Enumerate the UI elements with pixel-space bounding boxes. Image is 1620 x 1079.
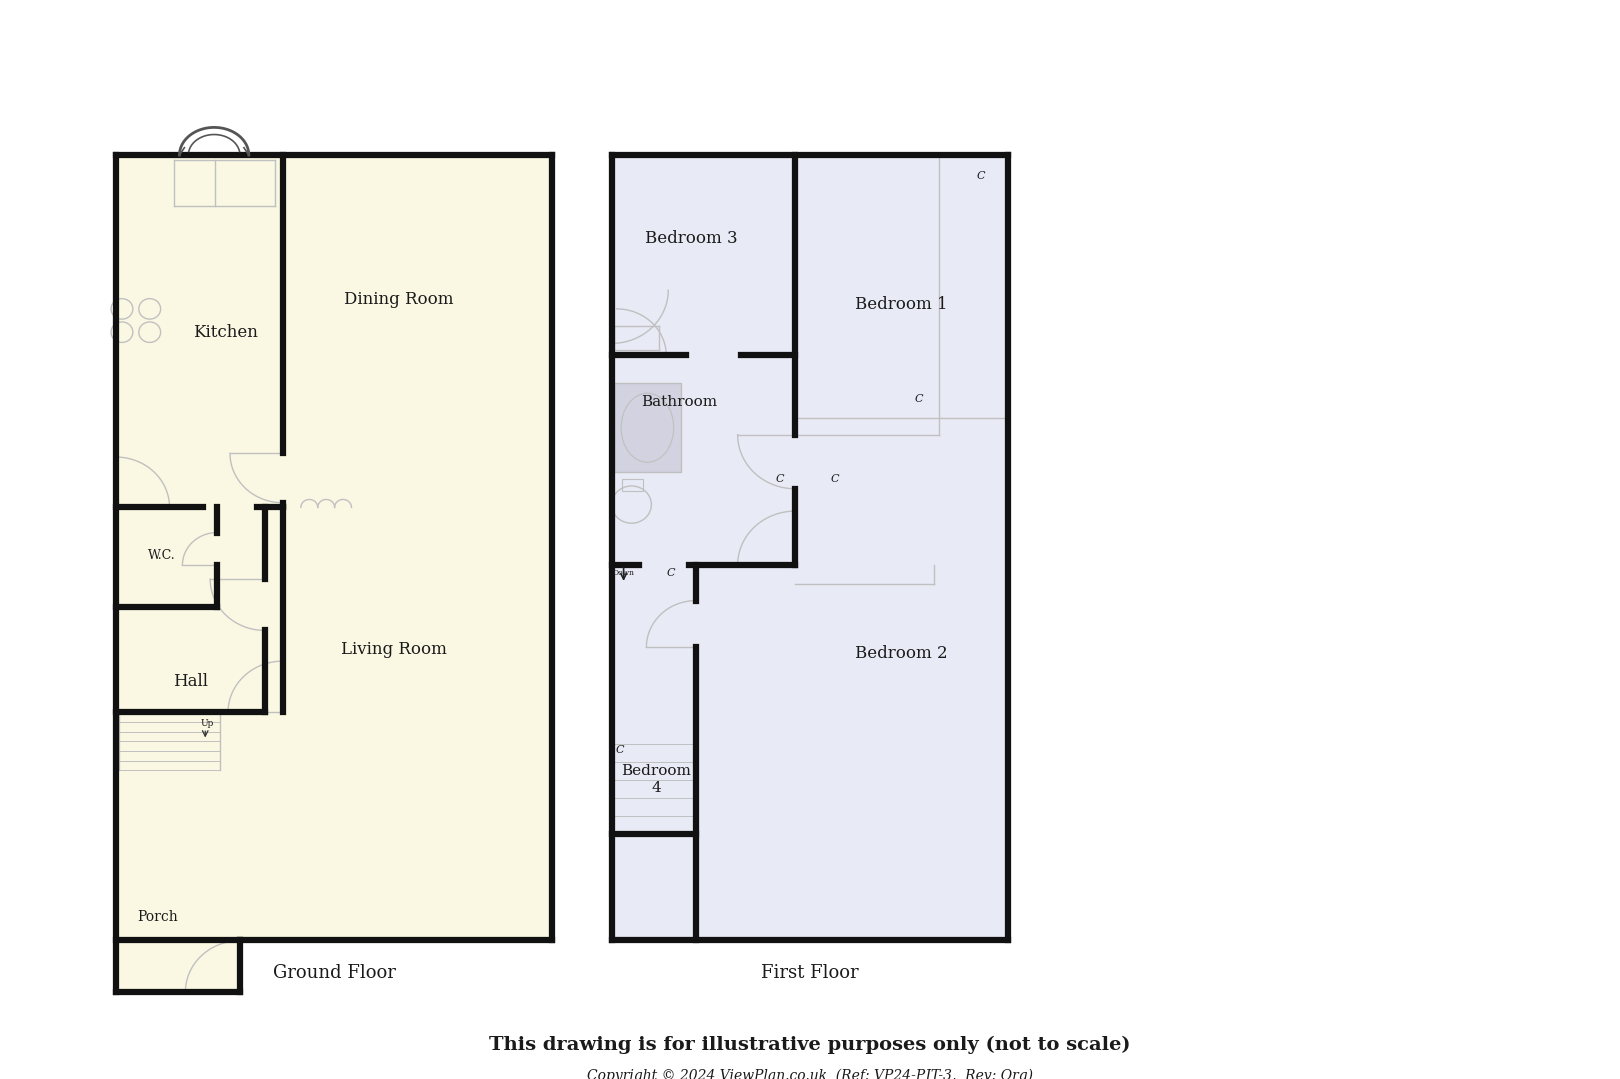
Bar — [117, 940, 240, 992]
Text: C: C — [977, 170, 985, 180]
Text: Down: Down — [612, 569, 635, 576]
Bar — [612, 155, 1008, 940]
Bar — [614, 383, 680, 472]
Text: Up: Up — [201, 719, 214, 728]
Bar — [614, 383, 680, 472]
Text: C: C — [831, 475, 839, 484]
Text: Bathroom: Bathroom — [642, 395, 718, 409]
Text: W.C.: W.C. — [147, 549, 175, 562]
Text: Bedroom 1: Bedroom 1 — [855, 296, 948, 313]
Text: Dining Room: Dining Room — [343, 291, 454, 309]
Text: Living Room: Living Room — [340, 641, 447, 657]
Bar — [117, 155, 552, 940]
Text: Bedroom
4: Bedroom 4 — [622, 764, 692, 794]
Text: C: C — [776, 475, 784, 484]
Text: First Floor: First Floor — [761, 965, 859, 982]
Text: Bedroom 2: Bedroom 2 — [855, 645, 948, 663]
Text: Porch: Porch — [138, 911, 178, 925]
Text: C: C — [667, 568, 676, 577]
Text: Copyright © 2024 ViewPlan.co.uk  (Ref: VP24-PJT-3,  Rev: Org): Copyright © 2024 ViewPlan.co.uk (Ref: VP… — [586, 1068, 1034, 1079]
Text: C: C — [616, 745, 624, 754]
Text: Hall: Hall — [173, 673, 207, 691]
Text: Bedroom 3: Bedroom 3 — [645, 231, 737, 247]
Text: Kitchen: Kitchen — [193, 324, 258, 341]
Text: Ground Floor: Ground Floor — [272, 965, 395, 982]
Bar — [622, 479, 643, 491]
Text: This drawing is for illustrative purposes only (not to scale): This drawing is for illustrative purpose… — [489, 1036, 1131, 1054]
Ellipse shape — [620, 393, 674, 462]
Text: C: C — [915, 394, 923, 405]
